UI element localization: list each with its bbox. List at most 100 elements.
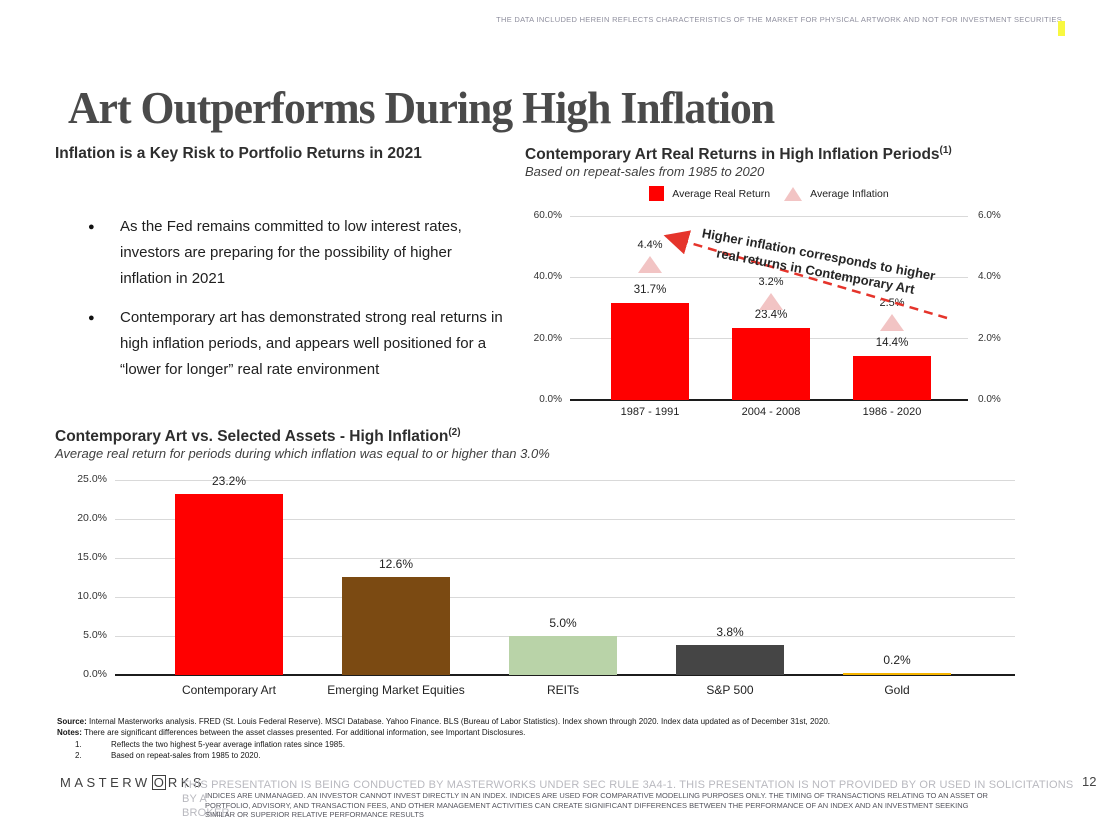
bar-value-label: 23.2% — [211, 474, 247, 489]
inflation-triangle-marker — [638, 256, 662, 274]
gridline — [115, 674, 1015, 676]
inflation-triangle-marker — [880, 314, 904, 332]
footer-disclaimer-dark: INDICES ARE UNMANAGED. AN INVESTOR CANNO… — [205, 791, 1065, 820]
y-axis-tick-label: 0.0% — [83, 668, 107, 680]
left-axis-tick-label: 40.0% — [533, 271, 562, 283]
page-title: Art Outperforms During High Inflation — [68, 83, 775, 134]
footer-disclaimer-light: THIS PRESENTATION IS BEING CONDUCTED BY … — [182, 778, 1077, 820]
y-axis-tick-label: 20.0% — [77, 512, 107, 524]
notes-label: Notes: — [57, 728, 82, 738]
source-text: Internal Masterworks analysis. FRED (St.… — [86, 717, 830, 726]
triangle-value-label: 3.2% — [758, 275, 784, 288]
assets-plot: 0.0% 5.0% 10.0% 15.0% 20.0% 25.0% 23.2% Contemp… — [77, 473, 1015, 697]
y-axis-tick-label: 15.0% — [77, 551, 107, 563]
left-section-heading: Inflation is a Key Risk to Portfolio Ret… — [55, 145, 422, 162]
bar-value-label: 5.0% — [549, 616, 577, 630]
masterworks-logo: MASTERW O RKS — [60, 775, 205, 790]
x-axis-category: REITs — [546, 683, 579, 697]
asset-bar — [509, 636, 617, 675]
x-axis-category: 1987 - 1991 — [620, 406, 680, 418]
x-axis-category: 1986 - 2020 — [862, 406, 922, 418]
y-axis-tick-label: 5.0% — [83, 629, 107, 641]
logo-text: RKS — [167, 775, 206, 790]
notes-text: There are significant differences betwee… — [81, 728, 526, 738]
logo-boxed-o-icon: O — [151, 775, 166, 790]
gridline — [115, 479, 1015, 481]
legend-label: Average Real Return — [672, 187, 771, 200]
dashed-arrow-line — [663, 230, 948, 320]
gridline — [570, 215, 968, 217]
chart2-subtitle: Average real return for periods during w… — [55, 446, 550, 461]
asset-bar — [175, 494, 283, 675]
asset-bar — [843, 673, 951, 675]
red-bar-swatch-icon — [649, 186, 665, 201]
notes-line: Notes: There are significant differences… — [57, 727, 1057, 738]
source-line: Source: Internal Masterworks analysis. F… — [57, 716, 1057, 727]
right-axis-tick-label: 0.0% — [978, 394, 1001, 405]
inflation-triangle-marker — [759, 292, 783, 310]
page-number: 12 — [1082, 774, 1097, 789]
bullet-item: Contemporary art has demonstrated strong… — [55, 305, 505, 383]
y-axis-tick-label: 10.0% — [77, 590, 107, 602]
bullet-list: As the Fed remains committed to low inte… — [55, 214, 505, 396]
top-disclaimer: THE DATA INCLUDED HEREIN REFLECTS CHARAC… — [496, 15, 1062, 24]
chart1-legend: Average Real Return Average Inflation — [570, 186, 968, 201]
chart1-title-footnote: (1) — [939, 145, 952, 156]
left-axis-tick-label: 20.0% — [533, 332, 562, 344]
real-return-bar — [853, 355, 931, 400]
legend-label: Average Inflation — [810, 187, 889, 200]
bar-value-label: 3.8% — [716, 625, 744, 640]
pink-triangle-swatch-icon — [784, 186, 803, 201]
triangle-value-label: 4.4% — [637, 239, 663, 252]
real-return-bar — [732, 328, 810, 400]
legend-item-real-return: Average Real Return — [649, 186, 770, 201]
inflation-periods-plot: 0.0% 0.0% 20.0% 2.0% 40.0% 4.0% 60.0% 6.0% 31.7%… — [534, 210, 1001, 418]
gridline — [570, 276, 968, 278]
footnote-text: Based on repeat-sales from 1985 to 2020. — [111, 751, 261, 761]
x-axis-category: 2004 - 2008 — [741, 406, 801, 418]
legend-item-inflation: Average Inflation — [784, 186, 889, 201]
bar-value-label: 12.6% — [378, 556, 414, 571]
bar-value-label: 31.7% — [633, 283, 667, 296]
disclaimer-line: PORTFOLIO, ADVISORY, AND TRANSACTION FEE… — [205, 800, 969, 810]
left-axis-tick-label: 0.0% — [539, 394, 562, 405]
gridline — [115, 518, 1015, 520]
y-axis-tick-label: 25.0% — [77, 473, 107, 485]
annotation-arrow-icon — [663, 230, 948, 320]
gridline — [570, 399, 968, 401]
footnote-2: 2. Based on repeat-sales from 1985 to 202… — [57, 750, 1057, 761]
left-axis-tick-label: 60.0% — [533, 210, 562, 221]
x-axis-category: Contemporary Art — [181, 683, 277, 697]
right-axis-tick-label: 6.0% — [978, 210, 1001, 221]
source-label: Source: — [57, 717, 87, 726]
logo-text: MASTERW — [60, 775, 151, 790]
bar-value-label: 14.4% — [875, 336, 909, 349]
text-cursor-highlight — [1058, 21, 1065, 36]
gridline — [115, 557, 1015, 559]
x-axis-category: S&P 500 — [706, 683, 754, 697]
disclaimer-line: SIMILAR OR SUPERIOR RELATIVE PERFORMANCE… — [205, 810, 424, 819]
chart1-subtitle: Based on repeat-sales from 1985 to 2020 — [525, 164, 765, 179]
bar-value-label: 23.4% — [754, 309, 788, 322]
right-axis-tick-label: 2.0% — [978, 332, 1001, 344]
gridline — [115, 596, 1015, 598]
asset-bar — [676, 645, 784, 675]
footnote-number: 2. — [75, 751, 82, 761]
chart1-title-text: Contemporary Art Real Returns in High In… — [525, 146, 940, 164]
footnotes: Source: Internal Masterworks analysis. F… — [57, 716, 1057, 762]
disclaimer-line: THIS PRESENTATION IS BEING CONDUCTED BY … — [182, 779, 1074, 805]
disclaimer-line: BROKER — [182, 807, 230, 819]
asset-bar — [342, 576, 450, 675]
bullet-item: As the Fed remains committed to low inte… — [55, 214, 505, 292]
disclaimer-line: INDICES ARE UNMANAGED. AN INVESTOR CANNO… — [205, 791, 988, 800]
footnote-text: Reflects the two highest 5-year average … — [111, 739, 345, 749]
real-return-bar — [611, 302, 689, 400]
x-axis-category: Gold — [884, 683, 910, 697]
right-axis-tick-label: 4.0% — [978, 271, 1001, 283]
chart2-title: Contemporary Art vs. Selected Assets - H… — [55, 427, 755, 446]
chart2-title-text: Contemporary Art vs. Selected Assets - H… — [55, 428, 449, 446]
footnote-1: 1. Reflects the two highest 5-year averag… — [57, 739, 1057, 750]
footnote-number: 1. — [75, 739, 82, 749]
x-axis-category: Emerging Market Equities — [327, 683, 465, 697]
